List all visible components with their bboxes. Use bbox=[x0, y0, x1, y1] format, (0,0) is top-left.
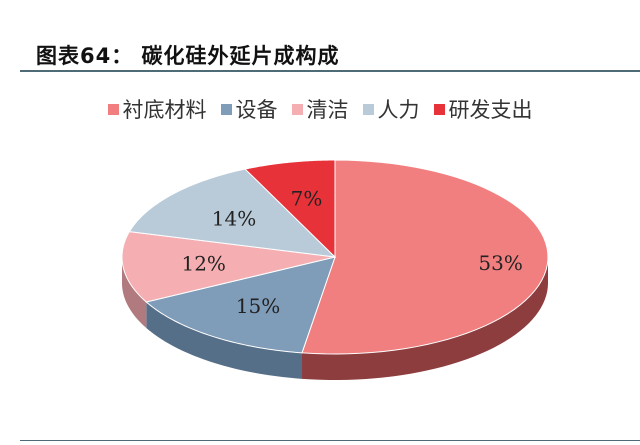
legend-item: 研发支出 bbox=[433, 94, 533, 124]
pie-slice bbox=[145, 256, 336, 354]
pie-slice bbox=[301, 159, 549, 355]
legend-swatch bbox=[362, 103, 374, 115]
bottom-divider bbox=[20, 440, 640, 441]
data-label: 12% bbox=[181, 252, 225, 276]
legend-swatch bbox=[291, 103, 303, 115]
slice-side bbox=[146, 301, 303, 379]
legend: 衬底材料 设备 清洁 人力 研发支出 bbox=[0, 94, 640, 124]
legend-item: 设备 bbox=[220, 94, 278, 124]
legend-label: 清洁 bbox=[306, 98, 349, 122]
legend-label: 衬底材料 bbox=[122, 98, 207, 122]
chart-title: 图表64： 碳化硅外延片成构成 bbox=[36, 44, 340, 68]
legend-item: 衬底材料 bbox=[107, 94, 207, 124]
pie-slice bbox=[128, 168, 337, 258]
title-divider bbox=[20, 70, 640, 72]
data-label: 15% bbox=[236, 294, 280, 318]
data-label: 14% bbox=[212, 206, 256, 230]
data-label: 53% bbox=[478, 251, 522, 275]
pie-slice bbox=[244, 159, 336, 259]
legend-swatch bbox=[220, 103, 232, 115]
slice-side bbox=[302, 257, 548, 380]
legend-swatch bbox=[433, 103, 445, 115]
legend-swatch bbox=[107, 103, 119, 115]
legend-label: 设备 bbox=[235, 98, 278, 122]
legend-label: 研发支出 bbox=[448, 98, 533, 122]
slice-side bbox=[122, 257, 147, 328]
data-label: 7% bbox=[291, 186, 323, 210]
legend-item: 人力 bbox=[362, 94, 420, 124]
legend-label: 人力 bbox=[377, 98, 420, 122]
legend-item: 清洁 bbox=[291, 94, 349, 124]
pie-slice bbox=[121, 231, 336, 303]
